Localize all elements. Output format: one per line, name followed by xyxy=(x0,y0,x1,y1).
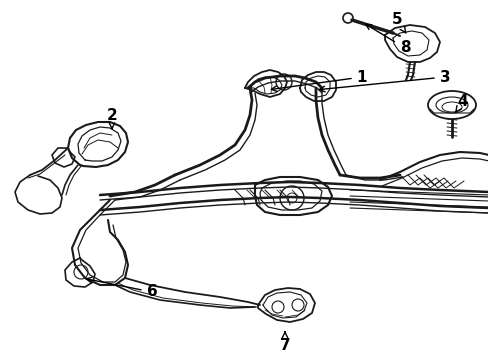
Text: 1: 1 xyxy=(271,69,366,91)
Text: 4: 4 xyxy=(454,94,468,112)
Text: 7: 7 xyxy=(279,332,290,352)
Text: 6: 6 xyxy=(86,277,157,300)
Text: 5: 5 xyxy=(391,13,405,33)
Text: 2: 2 xyxy=(106,108,117,129)
Text: 8: 8 xyxy=(365,24,409,55)
Text: 3: 3 xyxy=(319,69,449,92)
